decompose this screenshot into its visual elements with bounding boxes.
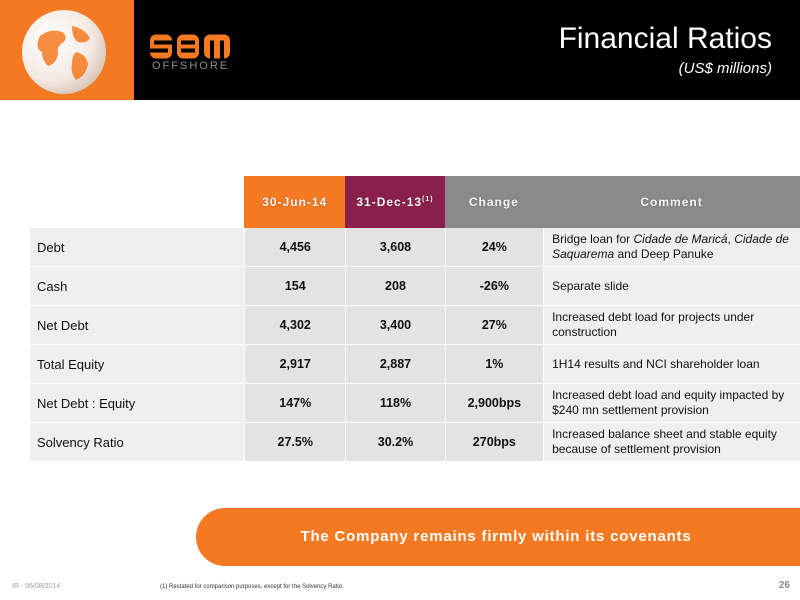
header-31-dec-13-label: 31-Dec-13 (356, 195, 423, 209)
globe-panel (0, 0, 134, 100)
value-30-jun-14: 27.5% (244, 423, 346, 462)
table-row: Net Debt : Equity 147% 118% 2,900bps Inc… (30, 384, 800, 423)
value-30-jun-14: 4,302 (244, 306, 346, 345)
value-31-dec-13: 30.2% (345, 423, 445, 462)
sbm-logo (150, 34, 230, 59)
table-row: Net Debt 4,302 3,400 27% Increased debt … (30, 306, 800, 345)
table-row: Solvency Ratio 27.5% 30.2% 270bps Increa… (30, 423, 800, 462)
row-comment: 1H14 results and NCI shareholder loan (543, 345, 800, 384)
row-label: Total Equity (30, 345, 245, 384)
row-label: Cash (30, 267, 245, 306)
value-30-jun-14: 147% (244, 384, 346, 423)
table-row: Cash 154 208 -26% Separate slide (30, 267, 800, 306)
ratios-table: 30-Jun-14 31-Dec-13(1) Change Comment De… (30, 176, 800, 462)
value-31-dec-13: 3,400 (345, 306, 445, 345)
value-change: 1% (444, 345, 544, 384)
row-label: Net Debt (30, 306, 245, 345)
value-31-dec-13: 2,887 (345, 345, 445, 384)
row-comment: Increased balance sheet and stable equit… (543, 423, 800, 462)
value-change: 2,900bps (444, 384, 544, 423)
slide-header: OFFSHORE Financial Ratios (US$ millions) (0, 0, 800, 100)
value-30-jun-14: 154 (244, 267, 346, 306)
comment-text: Bridge loan for (552, 232, 634, 246)
row-label: Net Debt : Equity (30, 384, 245, 423)
row-comment: Separate slide (543, 267, 800, 306)
page-title: Financial Ratios (558, 22, 772, 55)
value-30-jun-14: 2,917 (244, 345, 346, 384)
value-31-dec-13: 118% (345, 384, 445, 423)
footer-date: IR - 06/08/2014 (12, 583, 61, 590)
value-change: 24% (444, 228, 544, 267)
comment-italic: Cidade de Saquarema (552, 232, 789, 261)
row-label: Debt (30, 228, 245, 267)
header-comment: Comment (543, 176, 800, 228)
logo-subtitle: OFFSHORE (152, 60, 230, 72)
value-change: 27% (444, 306, 544, 345)
table-row: Total Equity 2,917 2,887 1% 1H14 results… (30, 345, 800, 384)
row-label: Solvency Ratio (30, 423, 245, 462)
row-comment: Bridge loan for Cidade de Maricá, Cidade… (543, 228, 800, 267)
header-30-jun-14: 30-Jun-14 (244, 176, 346, 228)
row-comment: Increased debt load for projects under c… (543, 306, 800, 345)
header-31-dec-13: 31-Dec-13(1) (345, 176, 445, 228)
value-31-dec-13: 208 (345, 267, 445, 306)
table-header-row: 30-Jun-14 31-Dec-13(1) Change Comment (30, 176, 800, 228)
value-31-dec-13: 3,608 (345, 228, 445, 267)
globe-icon (22, 10, 106, 94)
banner-text: The Company remains firmly within its co… (300, 528, 692, 545)
comment-italic: Cidade de Maricá (633, 232, 728, 246)
footnote-marker: (1) (422, 196, 434, 203)
page-subtitle: (US$ millions) (678, 60, 772, 77)
comment-text: , (727, 232, 735, 246)
row-comment: Increased debt load and equity impacted … (543, 384, 800, 423)
covenants-banner: The Company remains firmly within its co… (196, 508, 800, 566)
value-change: 270bps (444, 423, 544, 462)
header-change: Change (444, 176, 544, 228)
value-30-jun-14: 4,456 (244, 228, 346, 267)
header-empty (30, 176, 244, 228)
value-change: -26% (444, 267, 544, 306)
footnote: (1) Restated for comparison purposes, ex… (160, 584, 344, 590)
page-number: 26 (778, 580, 790, 591)
table-row: Debt 4,456 3,608 24% Bridge loan for Cid… (30, 228, 800, 267)
comment-text: and Deep Panuke (614, 247, 714, 261)
